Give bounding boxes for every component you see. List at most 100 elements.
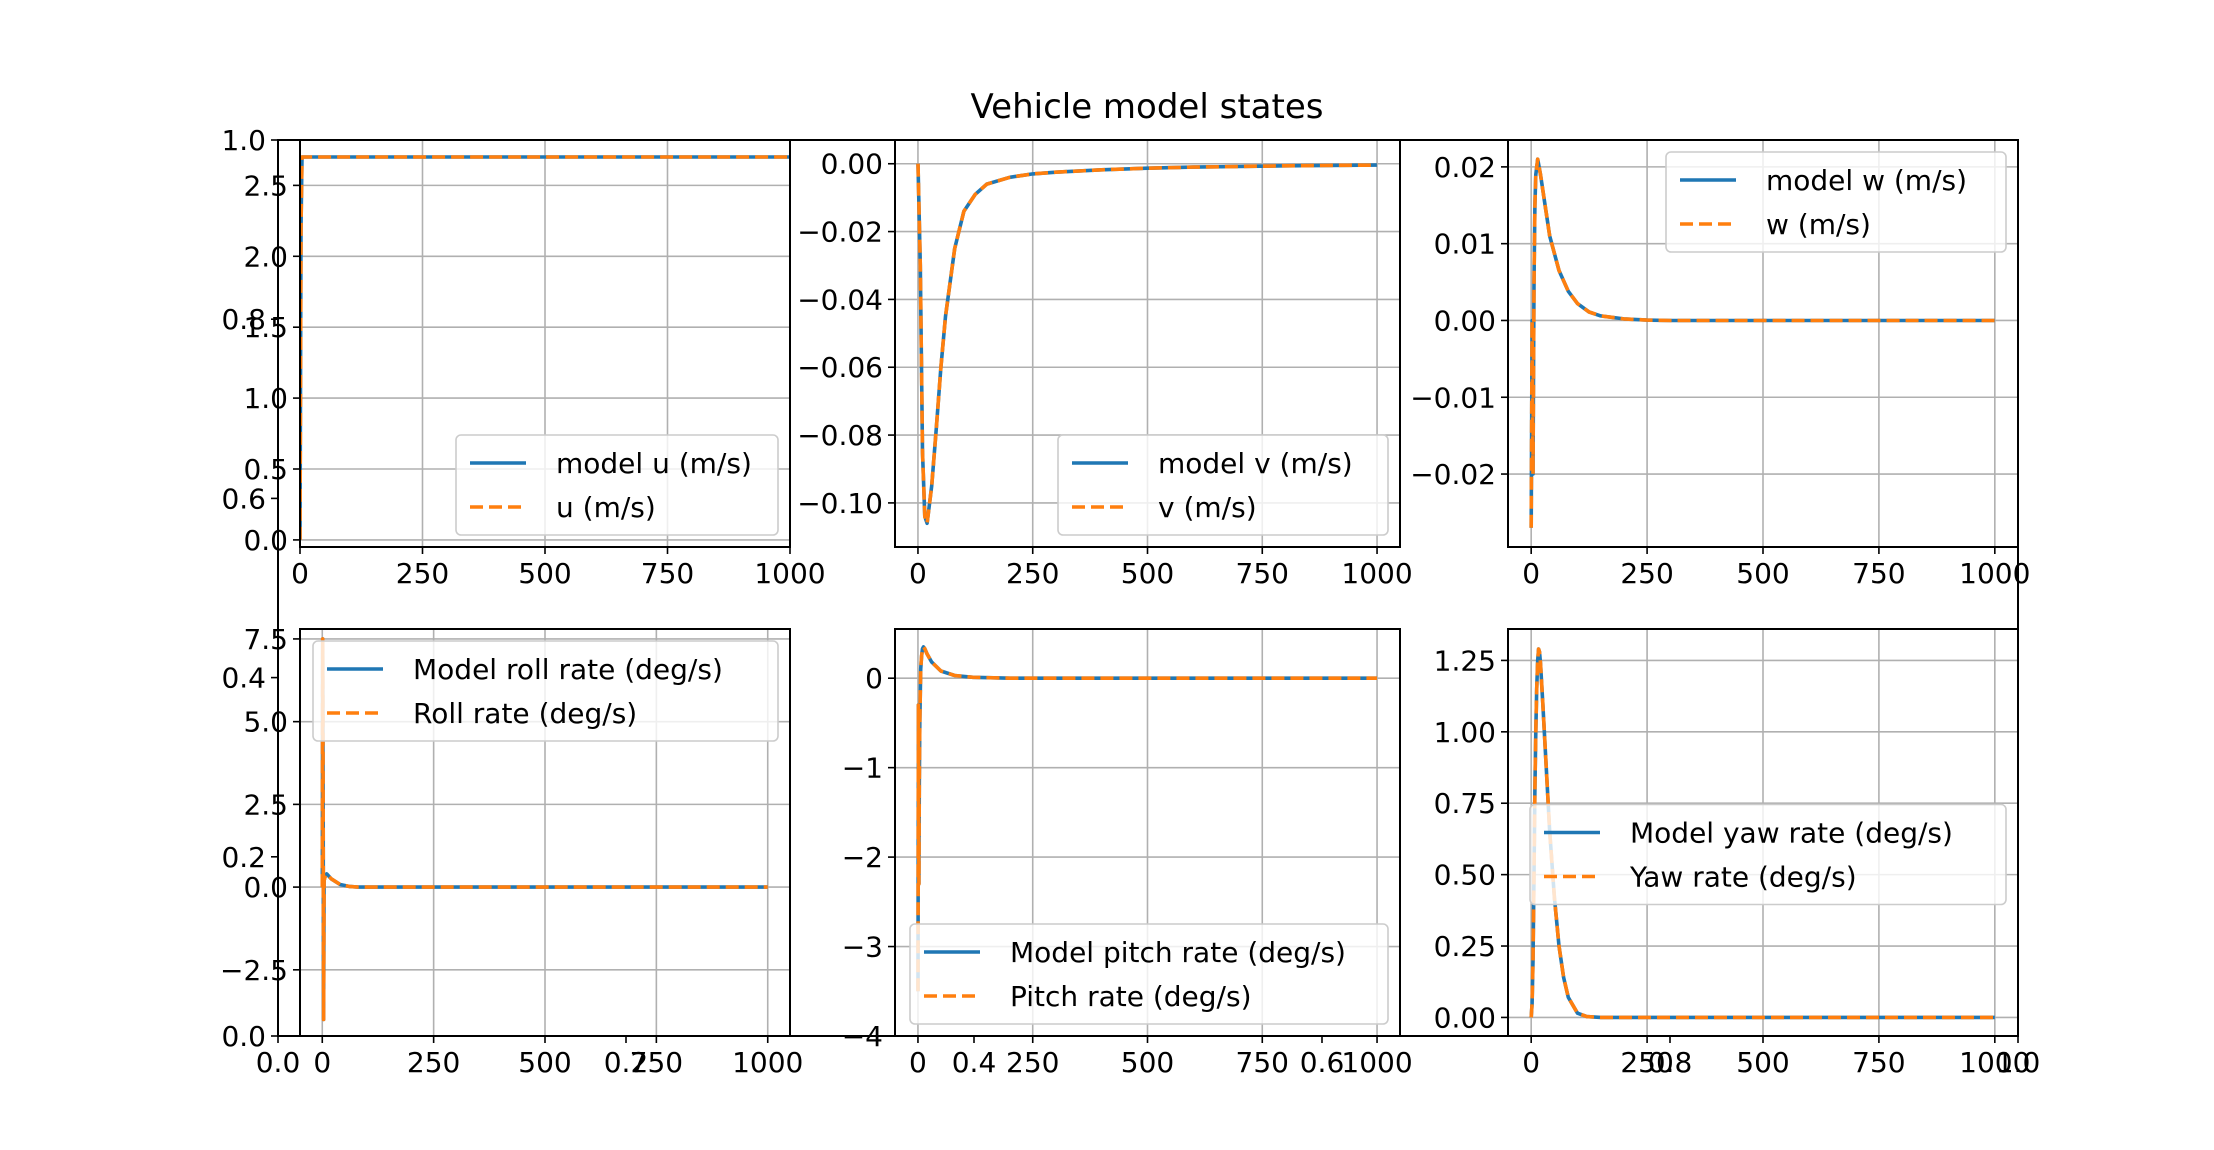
x-tick-label: 1000	[732, 1046, 803, 1079]
background-x-tick-label: 0.0	[256, 1046, 301, 1079]
y-tick-label: −0.02	[1410, 458, 1496, 491]
y-tick-label: −2	[842, 841, 883, 874]
y-tick-label: 2.5	[243, 788, 288, 821]
legend-label: u (m/s)	[556, 491, 656, 524]
background-y-tick-label: 0.2	[221, 841, 266, 874]
x-tick-label: 0	[1522, 557, 1540, 590]
y-tick-label: 1.25	[1434, 644, 1496, 677]
x-tick-label: 0	[291, 557, 309, 590]
y-tick-label: 0.50	[1434, 859, 1496, 892]
subplot-3: 0 250 500 750 1000 0.02 0.01 0.00 −0.01 −0.02 mode…	[1410, 139, 2030, 590]
legend-label: Model roll rate (deg/s)	[413, 653, 723, 686]
x-tick-label: 0	[909, 557, 927, 590]
x-tick-label: 250	[396, 557, 449, 590]
background-x-tick-label: 0.2	[604, 1046, 649, 1079]
legend-box	[312, 640, 779, 742]
background-y-tick-label: 0.0	[221, 1020, 266, 1053]
legend-box	[1057, 434, 1389, 536]
x-tick-label: 750	[1852, 1046, 1905, 1079]
legend: Model yaw rate (deg/s) Yaw rate (deg/s)	[1529, 803, 2007, 906]
legend-box	[1529, 803, 2007, 906]
x-tick-label: 1000	[1341, 1046, 1412, 1079]
legend: model w (m/s) w (m/s)	[1665, 151, 2007, 253]
legend-label: Yaw rate (deg/s)	[1629, 861, 1857, 894]
legend: Model pitch rate (deg/s) Pitch rate (deg/…	[909, 923, 1389, 1025]
x-tick-label: 250	[407, 1046, 460, 1079]
subplot-1: 0 250 500 750 1000 0.0 0.5 1.0 1.5 2.0 2.5 model u …	[243, 139, 826, 590]
series-measured-line	[916, 163, 1378, 526]
background-y-tick-label: 1.0	[221, 124, 266, 157]
legend-label: model u (m/s)	[556, 447, 752, 480]
x-tick-label: 500	[1736, 557, 1789, 590]
y-tick-label: −0.04	[797, 283, 883, 316]
legend-box	[1665, 151, 2007, 253]
legend-label: Model yaw rate (deg/s)	[1630, 817, 1953, 850]
y-tick-label: 0.00	[1434, 1001, 1496, 1034]
x-tick-label: 0	[1522, 1046, 1540, 1079]
x-tick-label: 0	[909, 1046, 927, 1079]
subplot-5: 0 250 500 750 1000 0 −1 −2 −3 −4 Model pitch rate …	[842, 628, 1413, 1079]
y-tick-label: −0.06	[797, 351, 883, 384]
x-tick-label: 1000	[1341, 557, 1412, 590]
background-y-tick-label: 0.6	[221, 482, 266, 515]
legend-box	[909, 923, 1389, 1025]
y-tick-label: −0.08	[797, 419, 883, 452]
series-measured-line	[916, 645, 1377, 992]
x-tick-label: 250	[1620, 557, 1673, 590]
subplot-grid: 0 250 500 750 1000 0.0 0.5 1.0 1.5 2.0 2.5 model u …	[220, 139, 2030, 1079]
y-tick-label: 1.5	[243, 311, 288, 344]
background-x-tick-label: 1.0	[1996, 1046, 2041, 1079]
legend-label: v (m/s)	[1158, 491, 1257, 524]
background-x-tick-label: 0.8	[1648, 1046, 1693, 1079]
legend-box	[455, 434, 779, 536]
y-tick-label: 5.0	[243, 706, 288, 739]
figure-title: Vehicle model states	[971, 87, 1324, 127]
x-tick-label: 500	[1121, 1046, 1174, 1079]
y-tick-label: 1.0	[243, 382, 288, 415]
subplot-4: 0 250 500 750 1000 −2.5 0.0 2.5 5.0 7.5 Model roll…	[220, 623, 803, 1079]
y-tick-label: −0.01	[1410, 381, 1496, 414]
y-tick-label: 0.25	[1434, 930, 1496, 963]
x-tick-label: 500	[1121, 557, 1174, 590]
y-tick-label: −2.5	[220, 954, 288, 987]
y-tick-label: 7.5	[243, 623, 288, 656]
x-tick-label: 1000	[754, 557, 825, 590]
legend: model v (m/s) v (m/s)	[1057, 434, 1389, 536]
y-tick-label: 0.00	[1434, 304, 1496, 337]
background-x-tick-label: 0.6	[1300, 1046, 1345, 1079]
background-y-tick-label: 0.8	[221, 303, 266, 336]
x-tick-label: 750	[1236, 1046, 1289, 1079]
subplot-6: 0 250 500 750 1000 0.00 0.25 0.50 0.75 1.00 1.25 Mo…	[1434, 628, 2030, 1079]
x-tick-label: 250	[1620, 1046, 1673, 1079]
legend-label: Roll rate (deg/s)	[413, 697, 637, 730]
y-tick-label: 0.0	[243, 524, 288, 557]
y-tick-label: 0	[865, 662, 883, 695]
x-tick-label: 500	[518, 1046, 571, 1079]
legend-label: model w (m/s)	[1766, 164, 1967, 197]
x-tick-label: 1000	[1959, 557, 2030, 590]
x-tick-label: 500	[1736, 1046, 1789, 1079]
legend: model u (m/s) u (m/s)	[455, 434, 779, 536]
y-tick-label: 0.02	[1434, 151, 1496, 184]
y-tick-label: 1.00	[1434, 716, 1496, 749]
x-tick-label: 750	[1852, 557, 1905, 590]
subplot-2: 0 250 500 750 1000 0.00 −0.02 −0.04 −0.06 −0.08 −0…	[797, 139, 1413, 590]
y-tick-label: −0.02	[797, 216, 883, 249]
y-tick-label: 0.01	[1434, 228, 1496, 261]
y-tick-label: 0.00	[821, 148, 883, 181]
y-tick-label: 2.5	[243, 169, 288, 202]
series-measured-line	[320, 637, 768, 1022]
x-tick-label: 1000	[1959, 1046, 2030, 1079]
x-tick-label: 250	[1006, 1046, 1059, 1079]
series-measured-line	[1529, 647, 1995, 1020]
legend-label: model v (m/s)	[1158, 447, 1353, 480]
x-tick-label: 500	[518, 557, 571, 590]
y-tick-label: −0.10	[797, 487, 883, 520]
x-tick-label: 750	[641, 557, 694, 590]
legend: Model roll rate (deg/s) Roll rate (deg/s)	[312, 640, 779, 742]
legend-label: Pitch rate (deg/s)	[1010, 980, 1252, 1013]
legend-label: w (m/s)	[1766, 208, 1871, 241]
background-x-tick-label: 0.4	[952, 1046, 997, 1079]
x-tick-label: 750	[1236, 557, 1289, 590]
